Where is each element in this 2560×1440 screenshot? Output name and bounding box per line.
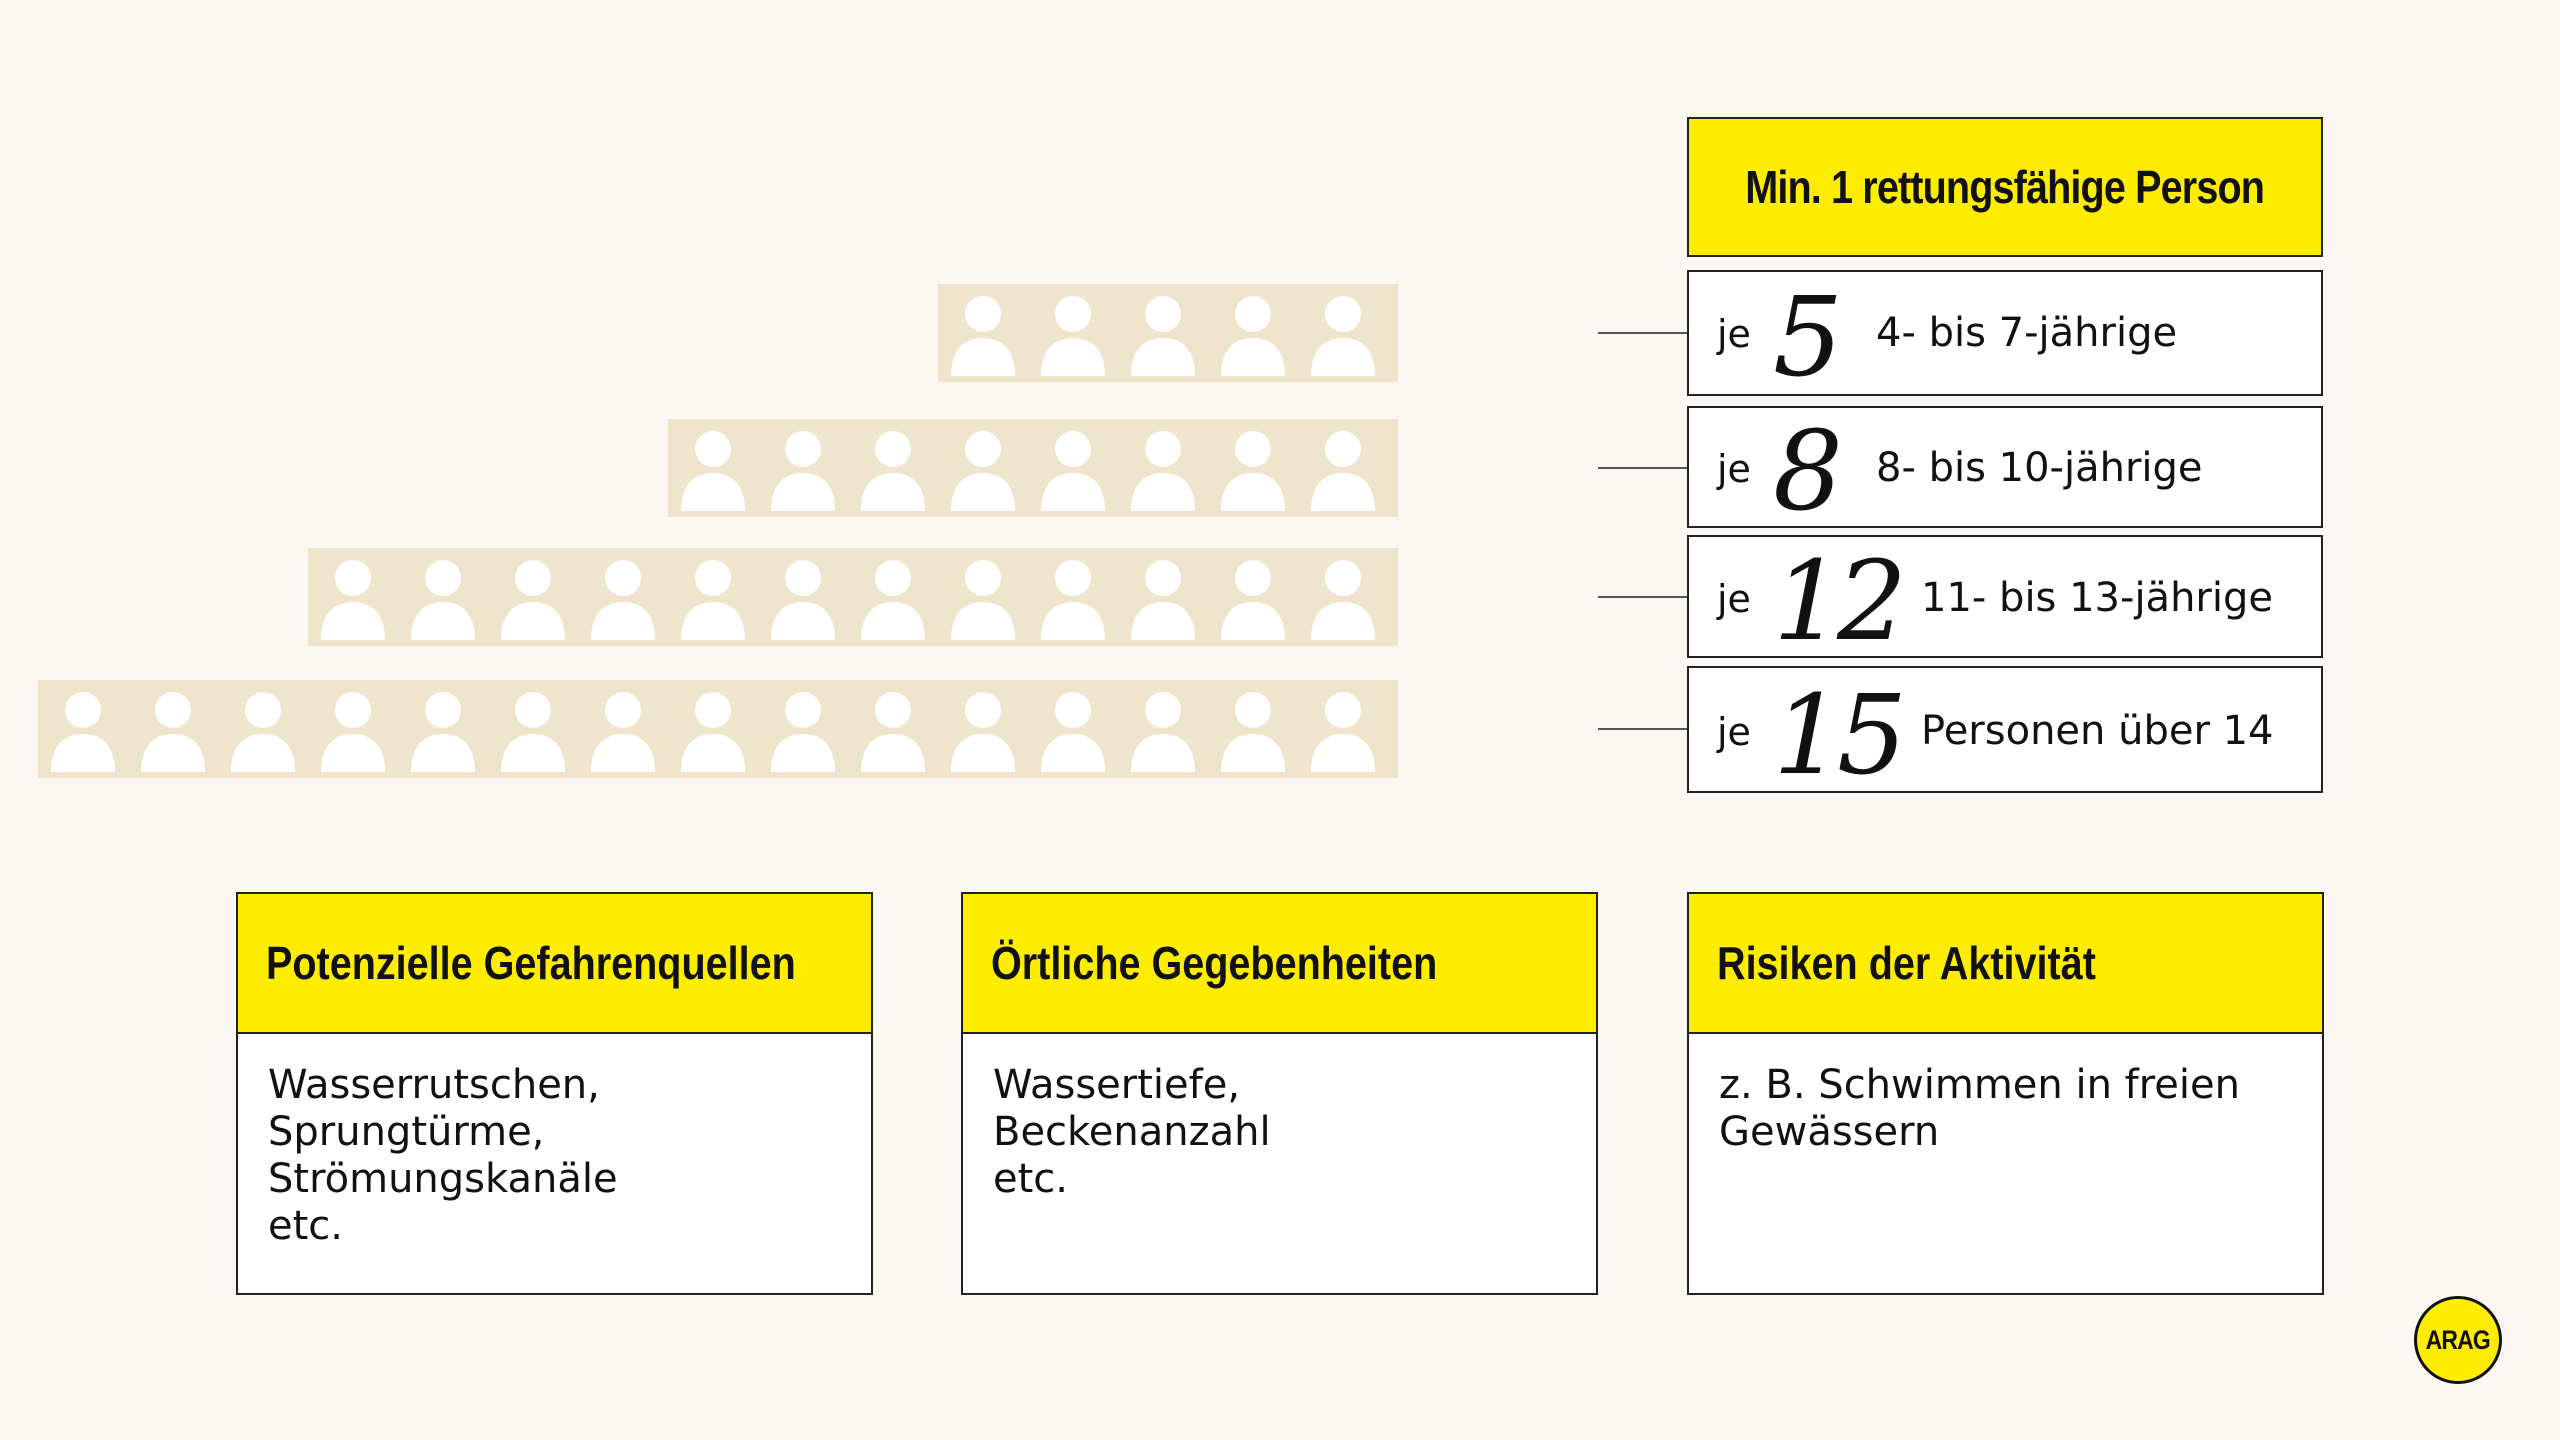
ratio-header-title: Min. 1 rettungsfähige Person <box>1745 161 2266 213</box>
ratio-number: 15 <box>1773 671 1907 799</box>
connector-line <box>1598 596 1688 598</box>
card-title: Risiken der Aktivität <box>1717 937 2096 989</box>
person-icon <box>858 427 928 511</box>
person-icon <box>408 688 478 772</box>
person-icon <box>858 688 928 772</box>
card-body: Wassertiefe, Beckenanzahl etc. <box>961 1034 1598 1295</box>
card-hazards: Potenzielle Gefahrenquellen Wasserrutsch… <box>236 892 873 1295</box>
card-body: z. B. Schwimmen in freien Gewässern <box>1687 1034 2324 1295</box>
person-icon <box>498 688 568 772</box>
ratio-label: 4- bis 7-jährige <box>1876 310 2178 356</box>
connector-line <box>1598 467 1688 469</box>
people-bar-12 <box>308 548 1398 646</box>
person-icon <box>1128 427 1198 511</box>
person-icon <box>768 556 838 640</box>
person-icon <box>1308 556 1378 640</box>
person-icon <box>1308 688 1378 772</box>
card-title: Örtliche Gegebenheiten <box>991 937 1438 989</box>
person-icon <box>1218 688 1288 772</box>
person-icon <box>588 688 658 772</box>
person-icon <box>1218 556 1288 640</box>
person-icon <box>48 688 118 772</box>
person-icon <box>498 556 568 640</box>
person-icon <box>1308 427 1378 511</box>
person-icon <box>858 556 928 640</box>
arag-logo: ARAG <box>2414 1296 2502 1384</box>
ratio-header: Min. 1 rettungsfähige Person <box>1687 117 2323 257</box>
person-icon <box>768 427 838 511</box>
card-activity-risks: Risiken der Aktivität z. B. Schwimmen in… <box>1687 892 2324 1295</box>
ratio-number: 5 <box>1773 273 1843 401</box>
card-local-conditions: Örtliche Gegebenheiten Wassertiefe, Beck… <box>961 892 1598 1295</box>
person-icon <box>1038 688 1108 772</box>
ratio-prefix: je <box>1717 312 1751 356</box>
logo-text: ARAG <box>2425 1324 2491 1355</box>
person-icon <box>678 427 748 511</box>
person-icon <box>1128 556 1198 640</box>
person-icon <box>318 556 388 640</box>
card-title: Potenzielle Gefahrenquellen <box>266 937 796 989</box>
people-bar-15 <box>38 680 1398 778</box>
person-icon <box>1128 292 1198 376</box>
person-icon <box>948 292 1018 376</box>
person-icon <box>948 688 1018 772</box>
ratio-prefix: je <box>1717 447 1751 491</box>
ratio-label: 8- bis 10-jährige <box>1876 445 2203 491</box>
people-bar-8 <box>668 419 1398 517</box>
person-icon <box>1308 292 1378 376</box>
person-icon <box>678 556 748 640</box>
person-icon <box>588 556 658 640</box>
ratio-row-15: je 15 Personen über 14 <box>1687 666 2323 793</box>
person-icon <box>1038 292 1108 376</box>
person-icon <box>1218 427 1288 511</box>
person-icon <box>768 688 838 772</box>
people-bar-5 <box>938 284 1398 382</box>
ratio-row-12: je 12 11- bis 13-jährige <box>1687 535 2323 658</box>
person-icon <box>1038 427 1108 511</box>
person-icon <box>1128 688 1198 772</box>
card-body: Wasserrutschen, Sprungtürme, Strömungska… <box>236 1034 873 1295</box>
person-icon <box>1038 556 1108 640</box>
person-icon <box>1218 292 1288 376</box>
person-icon <box>138 688 208 772</box>
connector-line <box>1598 728 1688 730</box>
person-icon <box>948 556 1018 640</box>
ratio-label: Personen über 14 <box>1921 708 2274 754</box>
person-icon <box>318 688 388 772</box>
ratio-row-8: je 8 8- bis 10-jährige <box>1687 406 2323 528</box>
ratio-prefix: je <box>1717 710 1751 754</box>
card-title-box: Potenzielle Gefahrenquellen <box>236 892 873 1034</box>
person-icon <box>408 556 478 640</box>
ratio-prefix: je <box>1717 577 1751 621</box>
ratio-row-5: je 5 4- bis 7-jährige <box>1687 270 2323 396</box>
card-title-box: Risiken der Aktivität <box>1687 892 2324 1034</box>
person-icon <box>948 427 1018 511</box>
person-icon <box>678 688 748 772</box>
person-icon <box>228 688 298 772</box>
ratio-number: 12 <box>1773 537 1907 665</box>
card-title-box: Örtliche Gegebenheiten <box>961 892 1598 1034</box>
connector-line <box>1598 332 1688 334</box>
ratio-number: 8 <box>1773 407 1843 535</box>
ratio-label: 11- bis 13-jährige <box>1921 575 2273 621</box>
